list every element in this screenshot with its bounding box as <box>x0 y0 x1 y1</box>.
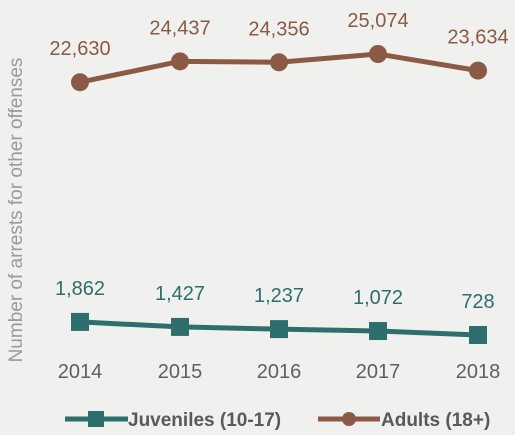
series-layer: 1,862 1,427 1,237 1,072 728 22,630 24,437 24,35… <box>49 10 509 344</box>
adults-point <box>369 45 387 63</box>
adults-point <box>270 53 288 72</box>
juveniles-point <box>171 317 189 336</box>
adults-data-label: 22,630 <box>49 38 110 60</box>
juveniles-point <box>369 322 387 341</box>
juveniles-data-label: 1,237 <box>254 285 304 307</box>
x-tick-label: 2016 <box>257 361 302 383</box>
adults-data-label: 23,634 <box>447 27 508 49</box>
x-tick-label: 2015 <box>158 361 203 383</box>
juveniles-point <box>469 326 487 344</box>
x-tick-label: 2018 <box>456 361 501 383</box>
adults-point <box>71 73 89 92</box>
legend-juveniles-label: Juveniles (10-17) <box>128 410 281 431</box>
juveniles-data-label: 1,862 <box>55 278 105 300</box>
juveniles-data-label: 728 <box>461 291 494 313</box>
x-tick-labels: 2014 2015 2016 2017 2018 <box>58 361 501 383</box>
y-axis-label: Number of arrests for other offenses <box>6 58 27 363</box>
juveniles-point <box>71 312 89 331</box>
legend-juveniles-marker <box>88 411 104 427</box>
legend-adults-marker <box>342 412 356 426</box>
juveniles-data-label: 1,427 <box>155 283 205 305</box>
juveniles-point <box>270 320 288 339</box>
adults-data-label: 25,074 <box>347 10 408 32</box>
adults-data-label: 24,437 <box>149 17 210 39</box>
adults-point <box>171 52 189 71</box>
adults-point <box>469 61 487 80</box>
x-tick-label: 2014 <box>58 361 103 383</box>
x-tick-label: 2017 <box>356 361 401 383</box>
juveniles-data-label: 1,072 <box>353 287 403 309</box>
legend: Juveniles (10-17) Adults (18+) <box>65 410 490 431</box>
adults-data-label: 24,356 <box>248 18 309 40</box>
legend-adults-label: Adults (18+) <box>381 410 490 431</box>
